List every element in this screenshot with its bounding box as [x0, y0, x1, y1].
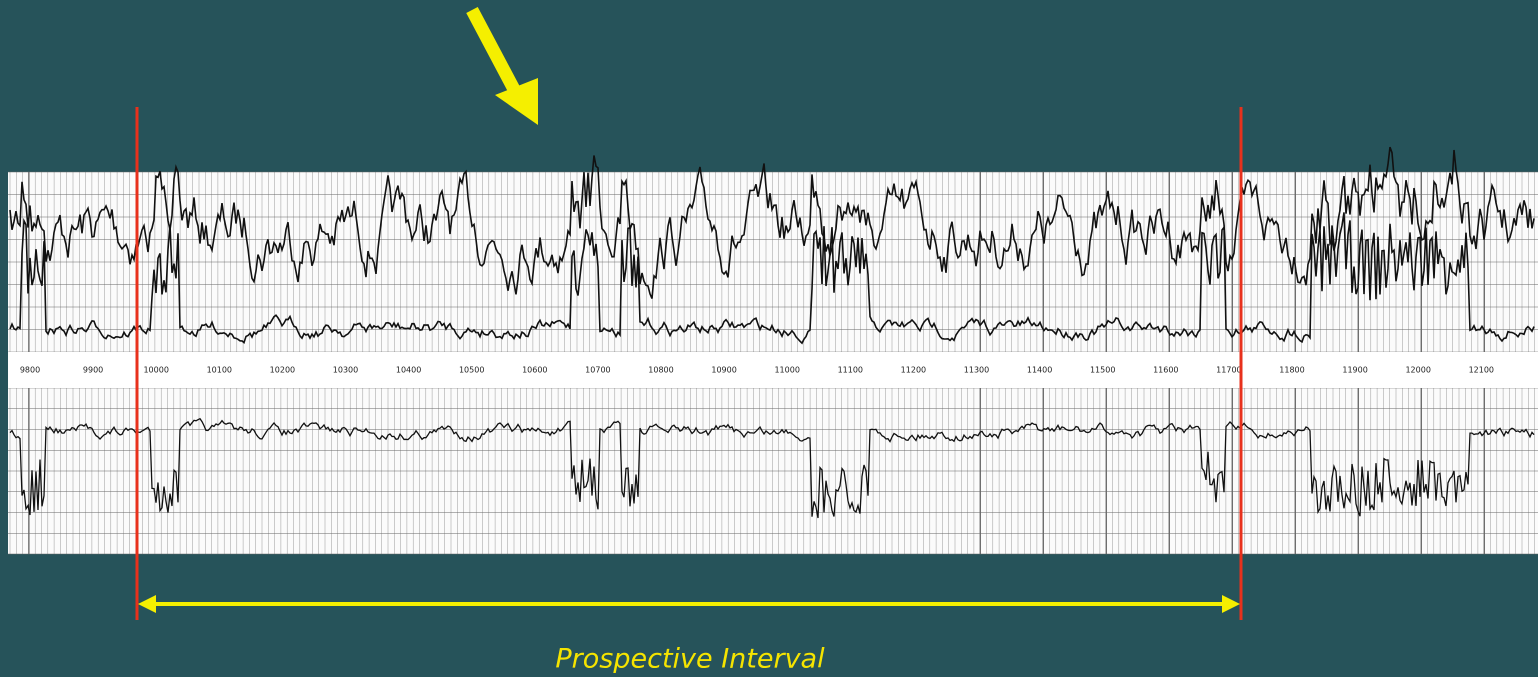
interval-head-left [138, 595, 156, 613]
depth-label: 10800 [648, 366, 673, 375]
arrow-head [495, 78, 538, 125]
depth-label: 10000 [143, 366, 168, 375]
depth-label: 10500 [459, 366, 484, 375]
well-log: 9800 9900 10000 10100 10200 10300 10400 10500 10… [8, 146, 1538, 555]
depth-label: 11200 [901, 366, 926, 375]
depth-labels: 9800 9900 10000 10100 10200 10300 10400 10500 10… [20, 366, 1494, 375]
depth-track [8, 352, 1538, 388]
interval-label: Prospective Interval [555, 644, 825, 675]
depth-label: 11700 [1216, 366, 1241, 375]
depth-label: 11900 [1342, 366, 1367, 375]
depth-label: 12000 [1405, 366, 1430, 375]
pointer-arrow [466, 6, 538, 125]
depth-label: 10600 [522, 366, 547, 375]
interval-head-right [1222, 595, 1240, 613]
depth-label: 11000 [774, 366, 799, 375]
depth-label: 9900 [83, 366, 103, 375]
depth-label: 11800 [1279, 366, 1304, 375]
depth-label: 11600 [1153, 366, 1178, 375]
depth-label: 10200 [270, 366, 295, 375]
interval-arrow [138, 595, 1240, 613]
depth-label: 12100 [1469, 366, 1494, 375]
log-curves [9, 146, 1535, 519]
depth-label: 11300 [964, 366, 989, 375]
depth-label: 10300 [333, 366, 358, 375]
depth-label: 10400 [396, 366, 421, 375]
resistivity-shallow [9, 212, 1535, 345]
sp-curve [9, 417, 1535, 519]
depth-label: 11100 [838, 366, 863, 375]
depth-label: 10700 [585, 366, 610, 375]
depth-label: 10900 [711, 366, 736, 375]
resistivity-deep [9, 146, 1535, 299]
depth-label: 11500 [1090, 366, 1115, 375]
depth-label: 11400 [1027, 366, 1052, 375]
depth-label: 10100 [207, 366, 232, 375]
log-grid [8, 171, 1538, 555]
arrow-shaft [466, 6, 523, 99]
depth-label: 9800 [20, 366, 40, 375]
